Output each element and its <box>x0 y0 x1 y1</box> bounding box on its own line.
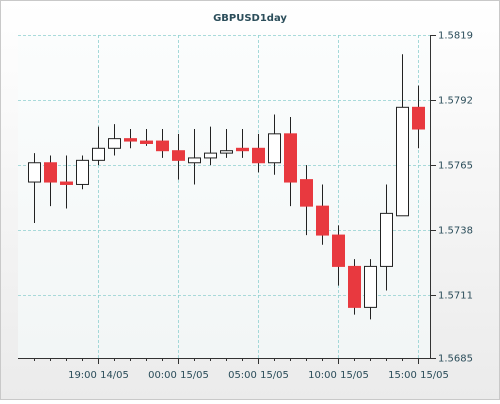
chart-title: GBPUSD1day <box>213 13 287 24</box>
candle-body <box>252 147 265 164</box>
candle-body <box>124 138 137 142</box>
y-tick-label: 1.5685 <box>438 354 473 365</box>
candle-body <box>348 265 361 308</box>
candle-body <box>204 152 217 159</box>
candle-body <box>172 150 185 161</box>
candle-body <box>412 106 425 130</box>
x-tick-label: 10:00 15/05 <box>308 370 369 381</box>
x-tick-label: 19:00 14/05 <box>68 370 129 381</box>
candle-body <box>92 147 105 161</box>
candle-body <box>28 162 41 183</box>
candle-body <box>396 106 409 217</box>
x-tick-label: 15:00 15/05 <box>388 370 449 381</box>
candle-body <box>316 205 329 236</box>
y-tick-label: 1.5819 <box>438 31 473 42</box>
candle-body <box>268 133 281 164</box>
candle-body <box>76 159 89 185</box>
candle-body <box>284 133 297 183</box>
candle-body <box>44 162 57 183</box>
y-tick-label: 1.5765 <box>438 161 473 172</box>
candle-body <box>236 147 249 152</box>
y-tick-label: 1.5711 <box>438 291 473 302</box>
candle-body <box>188 157 201 164</box>
candle-body <box>364 265 377 308</box>
x-tick-label: 00:00 15/05 <box>148 370 209 381</box>
y-tick-label: 1.5738 <box>438 226 473 237</box>
candle-body <box>60 181 73 185</box>
candle-body <box>300 179 313 207</box>
y-tick-label: 1.5792 <box>438 96 473 107</box>
candle-body <box>108 138 121 149</box>
candle-body <box>332 234 345 267</box>
candle-body <box>156 140 169 152</box>
candle-body <box>380 212 393 267</box>
candle-body <box>140 140 153 144</box>
x-tick-label: 05:00 15/05 <box>228 370 289 381</box>
plot-area <box>18 35 430 358</box>
candle-body <box>220 150 233 154</box>
